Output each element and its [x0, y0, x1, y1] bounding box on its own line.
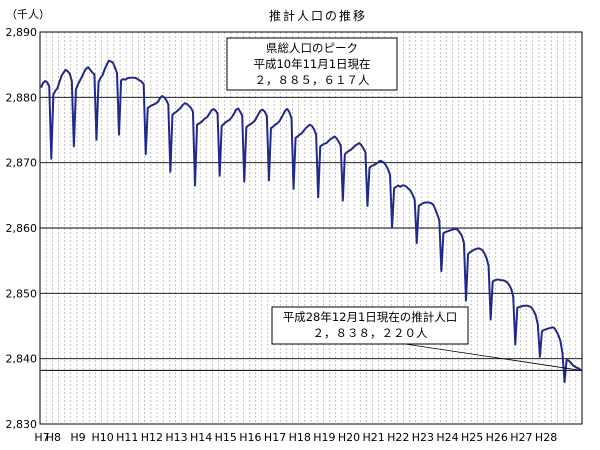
peak-annotation-line-3: ２，８８５，６１７人: [255, 73, 370, 87]
x-tick-label: H26: [486, 431, 508, 444]
y-axis-unit-label: （千人）: [6, 8, 50, 21]
latest-annotation-box: [271, 306, 469, 345]
y-tick-label: 2,870: [6, 157, 38, 170]
x-tick-label: H9: [70, 431, 85, 444]
x-tick-label: H16: [239, 431, 261, 444]
latest-annotation-line-2: ２，８３８，２２０人: [313, 326, 428, 340]
y-tick-label: 2,840: [6, 353, 38, 366]
x-tick-label: H18: [289, 431, 311, 444]
peak-annotation-line-2: 平成10年11月1日現在: [253, 57, 370, 71]
x-tick-label: H11: [116, 431, 138, 444]
x-tick-label: H28: [535, 431, 557, 444]
x-tick-label: H14: [190, 431, 212, 444]
x-tick-label: H8: [46, 431, 61, 444]
x-tick-label: H22: [387, 431, 409, 444]
y-tick-label: 2,880: [6, 91, 38, 104]
x-tick-label: H25: [461, 431, 483, 444]
x-tick-label: H20: [338, 431, 360, 444]
y-axis-tick-labels: 2,830 2,840 2,850 2,860 2,870 2,880 2,890: [6, 26, 38, 431]
peak-annotation-line-1: 県総人口のピーク: [266, 41, 358, 55]
y-tick-label: 2,830: [6, 418, 38, 431]
x-tick-label: H19: [313, 431, 335, 444]
chart-title: 推計人口の推移: [269, 8, 367, 23]
y-tick-label: 2,850: [6, 287, 38, 300]
peak-annotation-box: [226, 37, 398, 91]
x-tick-label: H10: [91, 431, 113, 444]
y-tick-label: 2,860: [6, 222, 38, 235]
plot-frame: [39, 31, 583, 425]
latest-annotation-line-1: 平成28年12月1日現在の推計人口: [283, 310, 458, 324]
x-tick-label: H21: [362, 431, 384, 444]
x-tick-label: H17: [264, 431, 286, 444]
x-tick-label: H13: [165, 431, 187, 444]
x-tick-label: H12: [141, 431, 163, 444]
x-tick-label: H15: [215, 431, 237, 444]
x-tick-label: H7: [34, 431, 49, 444]
x-tick-label: H24: [436, 431, 458, 444]
x-tick-label: H23: [412, 431, 434, 444]
series-line-population: [40, 59, 582, 384]
y-tick-label: 2,890: [6, 26, 38, 39]
x-tick-label: H27: [510, 431, 532, 444]
